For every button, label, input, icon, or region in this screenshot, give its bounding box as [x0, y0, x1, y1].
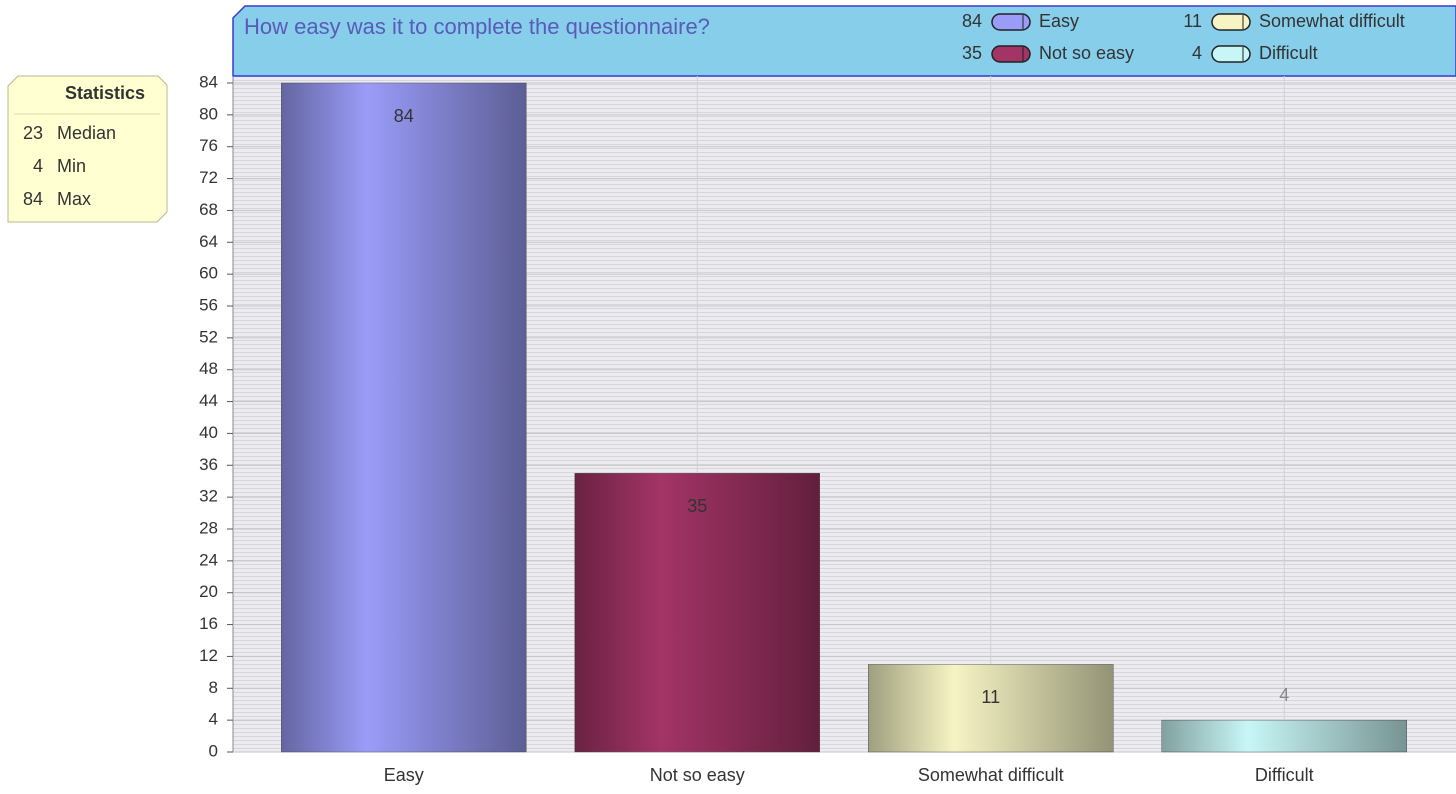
x-tick-label: Easy: [384, 765, 424, 785]
statistics-box: [7, 75, 168, 223]
y-tick-label: 48: [199, 359, 218, 378]
y-tick-label: 12: [199, 646, 218, 665]
x-tick-label: Somewhat difficult: [918, 765, 1064, 785]
x-tick-label: Not so easy: [650, 765, 745, 785]
y-tick-label: 40: [199, 423, 218, 442]
legend-swatch: [991, 45, 1031, 63]
y-tick-label: 8: [209, 678, 218, 697]
y-tick-label: 64: [199, 232, 218, 251]
y-tick-label: 56: [199, 295, 218, 314]
statistics-value: 23: [23, 123, 43, 143]
y-tick-label: 52: [199, 327, 218, 346]
legend-value: 11: [1183, 11, 1202, 31]
data-label: 84: [394, 106, 414, 126]
x-tick-label: Difficult: [1255, 765, 1314, 785]
header-band: [232, 5, 1456, 77]
data-label: 11: [981, 687, 1000, 707]
y-tick-label: 4: [209, 710, 218, 729]
legend-swatch: [991, 13, 1031, 31]
y-tick-label: 32: [199, 487, 218, 506]
legend-label: Somewhat difficult: [1259, 11, 1405, 31]
statistics-label: Median: [57, 123, 116, 143]
statistics-value: 84: [23, 189, 43, 209]
bar: [281, 82, 527, 753]
y-tick-label: 80: [199, 104, 218, 123]
y-tick-label: 72: [199, 168, 218, 187]
legend-label: Difficult: [1259, 43, 1318, 63]
bar: [868, 664, 1114, 753]
y-tick-label: 44: [199, 391, 218, 410]
chart-title: How easy was it to complete the question…: [244, 14, 710, 39]
statistics-value: 4: [33, 156, 43, 176]
y-tick-label: 0: [209, 741, 218, 760]
legend-value: 84: [962, 11, 982, 31]
y-tick-label: 84: [199, 72, 218, 91]
statistics-label: Max: [57, 189, 91, 209]
statistics-label: Min: [57, 156, 86, 176]
data-label: 4: [1279, 685, 1289, 705]
legend-label: Not so easy: [1039, 43, 1134, 63]
legend-swatch: [1211, 13, 1251, 31]
y-tick-label: 76: [199, 136, 218, 155]
data-label: 35: [687, 496, 707, 516]
y-tick-label: 24: [199, 550, 218, 569]
y-tick-label: 16: [199, 614, 218, 633]
y-tick-label: 36: [199, 455, 218, 474]
legend-value: 4: [1192, 43, 1202, 63]
y-tick-label: 68: [199, 200, 218, 219]
legend-value: 35: [962, 43, 982, 63]
statistics-title: Statistics: [65, 83, 145, 103]
legend-label: Easy: [1039, 11, 1079, 31]
y-tick-label: 28: [199, 518, 218, 537]
legend-swatch: [1211, 45, 1251, 63]
y-tick-label: 20: [199, 582, 218, 601]
bar: [1161, 719, 1407, 753]
y-tick-label: 60: [199, 264, 218, 283]
